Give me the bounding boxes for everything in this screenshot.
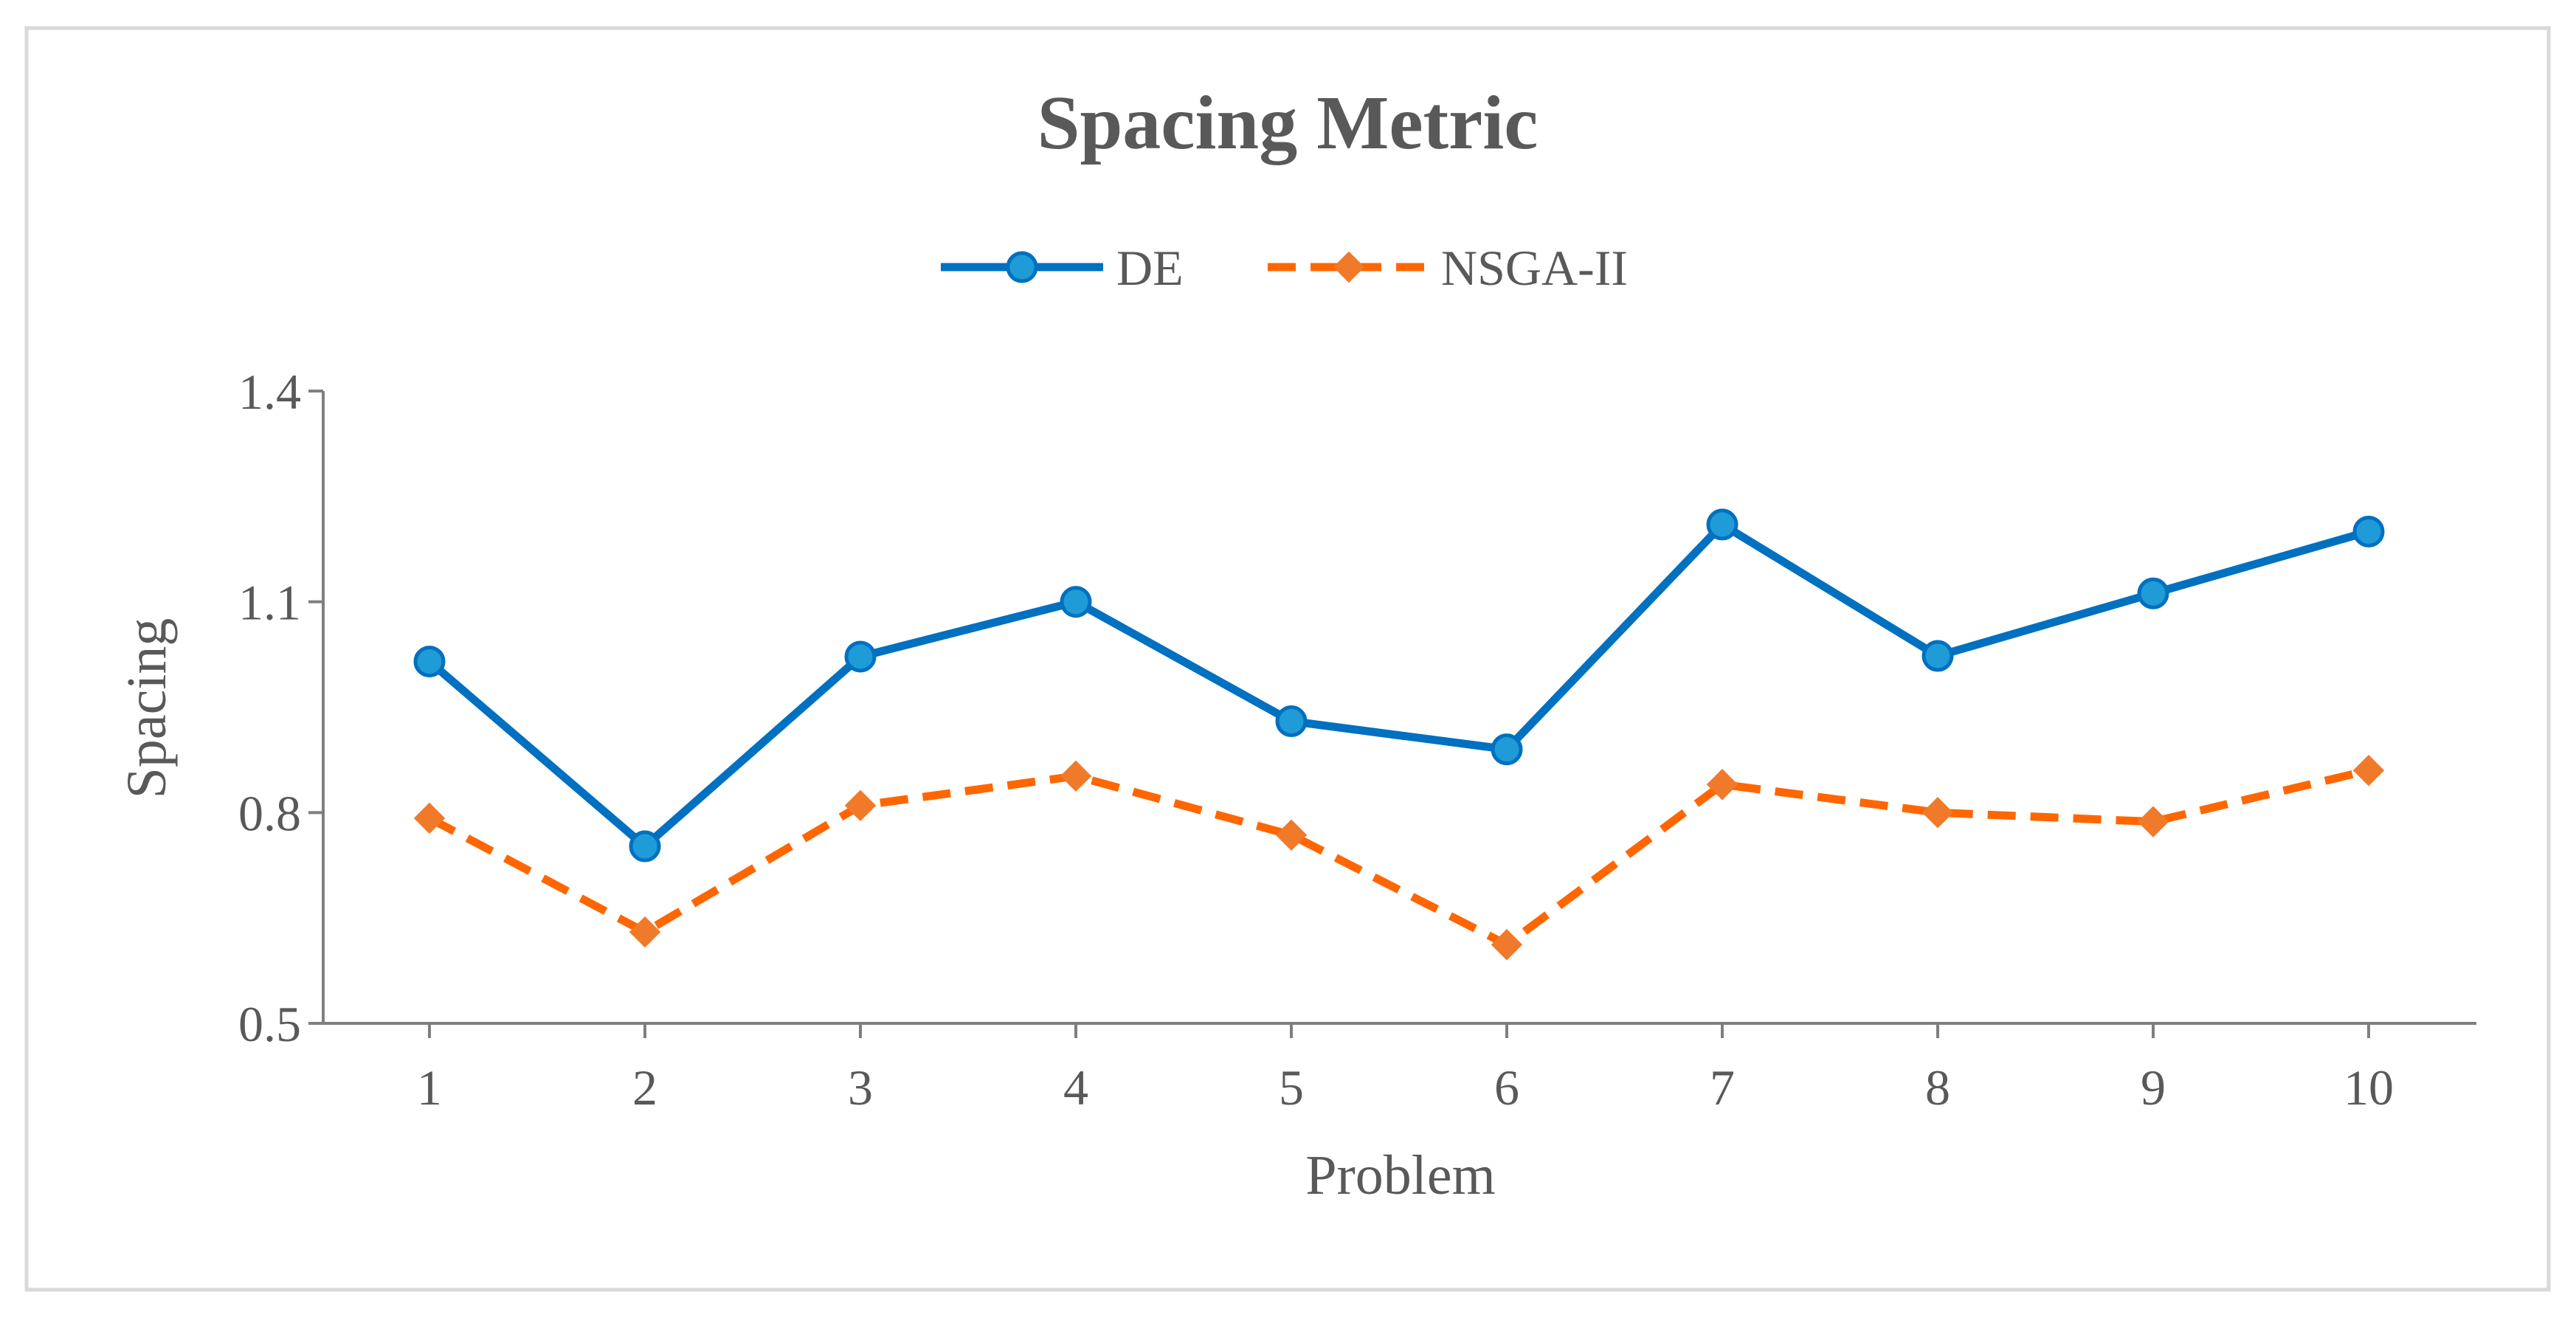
data-point-de — [1060, 586, 1092, 618]
x-tick-label: 5 — [1279, 1060, 1304, 1116]
x-tick-label: 8 — [1925, 1060, 1950, 1116]
x-tick-label: 7 — [1710, 1060, 1735, 1116]
data-point-de — [844, 640, 877, 673]
x-tick-label: 9 — [2141, 1060, 2166, 1116]
data-point-de — [1706, 508, 1738, 541]
data-point-nsga-ii — [844, 789, 877, 822]
chart-title: Spacing Metric — [1037, 80, 1539, 165]
chart-border — [24, 26, 2551, 1292]
y-axis-title: Spacing — [116, 618, 178, 799]
y-tick-label: 0.5 — [238, 996, 301, 1052]
x-tick-label: 3 — [848, 1060, 873, 1116]
legend-item-nsga-ii: NSGA-II — [1268, 240, 1628, 296]
legend: DE NSGA-II — [941, 240, 1628, 296]
legend-item-de: DE — [941, 240, 1184, 296]
data-point-de — [629, 830, 661, 863]
y-tick-label: 1.4 — [238, 364, 301, 420]
x-tick-label: 4 — [1063, 1060, 1088, 1116]
data-point-nsga-ii — [413, 802, 446, 834]
y-tick-label: 0.8 — [238, 785, 301, 841]
data-point-de — [1921, 640, 1954, 672]
y-tick-label: 1.1 — [238, 575, 301, 631]
legend-de-marker — [1006, 251, 1038, 283]
legend-nsga-ii-label: NSGA-II — [1441, 240, 1628, 296]
axes — [308, 390, 2476, 1038]
x-tick-label: 6 — [1494, 1060, 1519, 1116]
data-point-nsga-ii — [2352, 754, 2385, 787]
data-point-nsga-ii — [1706, 769, 1738, 801]
data-point-de — [1491, 733, 1523, 766]
data-point-de — [2352, 515, 2385, 547]
data-point-nsga-ii — [629, 916, 661, 948]
series-line-nsga-ii — [427, 766, 2370, 949]
data-point-de — [2137, 577, 2169, 609]
data-point-de — [1275, 705, 1308, 738]
data-point-nsga-ii — [1060, 760, 1092, 792]
data-point-nsga-ii — [2137, 806, 2169, 837]
x-tick-label: 10 — [2344, 1060, 2394, 1116]
x-tick-labels: 1 2 3 4 5 6 7 8 9 10 — [417, 1060, 2394, 1116]
legend-nsga-ii-marker — [1333, 251, 1365, 283]
series-layer — [413, 508, 2385, 961]
data-point-de — [413, 646, 446, 678]
legend-de-label: DE — [1116, 240, 1184, 296]
y-tick-labels: 0.5 0.8 1.1 1.4 — [238, 364, 301, 1052]
data-point-nsga-ii — [1275, 819, 1308, 851]
series-line-de — [427, 520, 2370, 851]
x-tick-label: 1 — [417, 1060, 442, 1116]
series-de — [413, 508, 2385, 863]
x-axis-title: Problem — [1305, 1144, 1496, 1206]
data-point-nsga-ii — [1491, 929, 1523, 961]
series-nsga-ii — [413, 754, 2385, 961]
data-point-nsga-ii — [1921, 797, 1954, 829]
x-tick-label: 2 — [632, 1060, 657, 1116]
